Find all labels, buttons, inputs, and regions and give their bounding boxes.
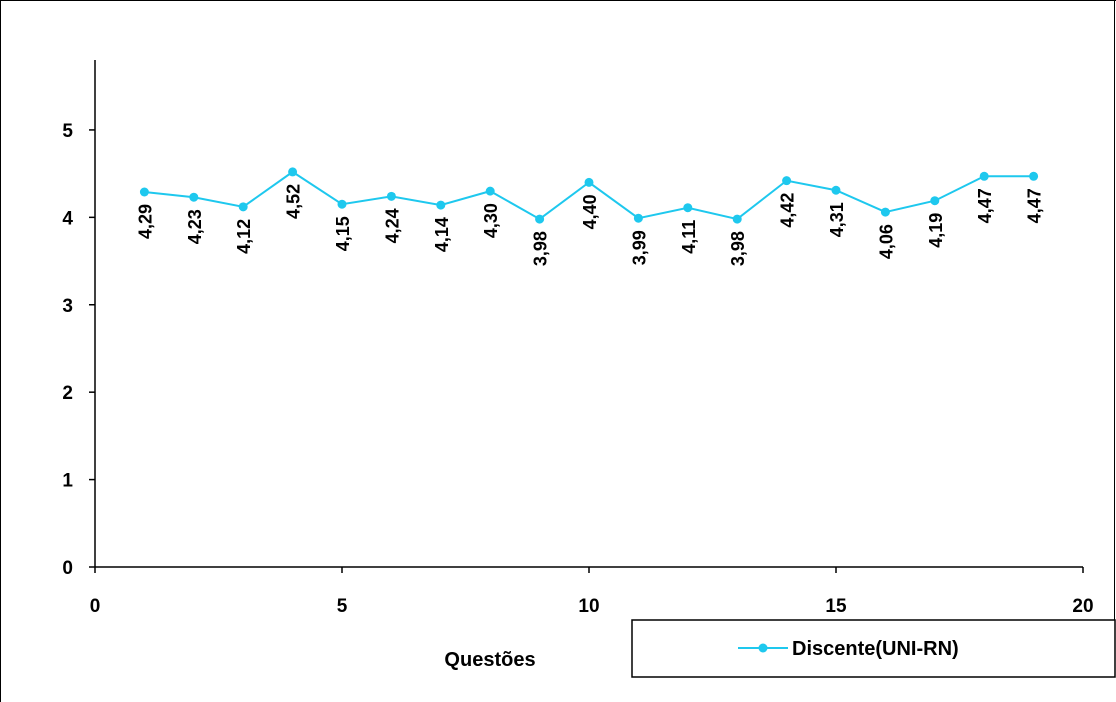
data-point xyxy=(782,176,792,186)
data-label: 3,98 xyxy=(728,231,748,266)
data-point xyxy=(337,199,347,209)
x-axis-title: Questões xyxy=(444,649,535,671)
data-point xyxy=(831,185,841,195)
x-tick-label: 0 xyxy=(90,596,101,617)
data-point xyxy=(633,213,643,223)
x-tick-label: 5 xyxy=(337,596,348,617)
data-point xyxy=(1029,171,1039,181)
legend-box xyxy=(631,619,1116,678)
data-labels: 4,29 4,23 4,12 4,52 4,15 4,24 4,14 4,30 3,98 4,40… xyxy=(135,184,1044,266)
y-ticks: 0 1 2 3 4 5 xyxy=(62,121,95,579)
x-tick-label: 15 xyxy=(825,596,847,617)
y-tick-label: 2 xyxy=(62,383,73,404)
data-point xyxy=(880,207,890,217)
legend-swatch-marker xyxy=(758,643,768,653)
data-point xyxy=(436,200,446,210)
data-label: 4,31 xyxy=(827,202,847,237)
data-label: 4,06 xyxy=(876,224,896,259)
data-point xyxy=(386,191,396,201)
data-point xyxy=(584,177,594,187)
series-layer xyxy=(139,167,1039,224)
x-tick-label: 10 xyxy=(578,596,599,617)
y-tick-label: 1 xyxy=(62,471,73,492)
data-label: 4,30 xyxy=(481,203,501,238)
data-label: 4,47 xyxy=(975,188,995,223)
axes xyxy=(94,60,1083,568)
data-point xyxy=(732,214,742,224)
x-tick-label: 20 xyxy=(1072,596,1093,617)
data-label: 3,99 xyxy=(629,230,649,265)
y-tick-label: 0 xyxy=(62,558,73,579)
y-tick-label: 5 xyxy=(62,121,73,142)
data-point xyxy=(238,202,248,212)
x-ticks: 0 5 10 15 20 xyxy=(90,567,1094,617)
y-tick-label: 3 xyxy=(62,296,73,317)
data-label: 4,29 xyxy=(135,204,155,239)
data-label: 4,52 xyxy=(284,184,304,219)
data-label: 3,98 xyxy=(531,231,551,266)
data-label: 4,15 xyxy=(333,216,353,251)
data-label: 4,11 xyxy=(679,220,699,254)
data-label: 4,40 xyxy=(580,194,600,229)
data-label: 4,14 xyxy=(432,217,452,252)
data-label: 4,19 xyxy=(926,213,946,248)
data-point xyxy=(288,167,298,177)
legend-label: Discente(UNI-RN) xyxy=(792,638,959,660)
data-label: 4,23 xyxy=(185,209,205,244)
legend: Discente(UNI-RN) xyxy=(631,619,1116,678)
data-label: 4,12 xyxy=(234,219,254,254)
data-point xyxy=(139,187,149,197)
data-point xyxy=(535,214,545,224)
data-label: 4,42 xyxy=(778,193,798,228)
data-point xyxy=(979,171,989,181)
data-point xyxy=(485,186,495,196)
data-label: 4,47 xyxy=(1025,188,1045,223)
data-point xyxy=(683,203,693,213)
data-label: 4,24 xyxy=(382,208,402,243)
data-point xyxy=(930,196,940,206)
data-point xyxy=(189,192,199,202)
y-tick-label: 4 xyxy=(62,208,73,229)
